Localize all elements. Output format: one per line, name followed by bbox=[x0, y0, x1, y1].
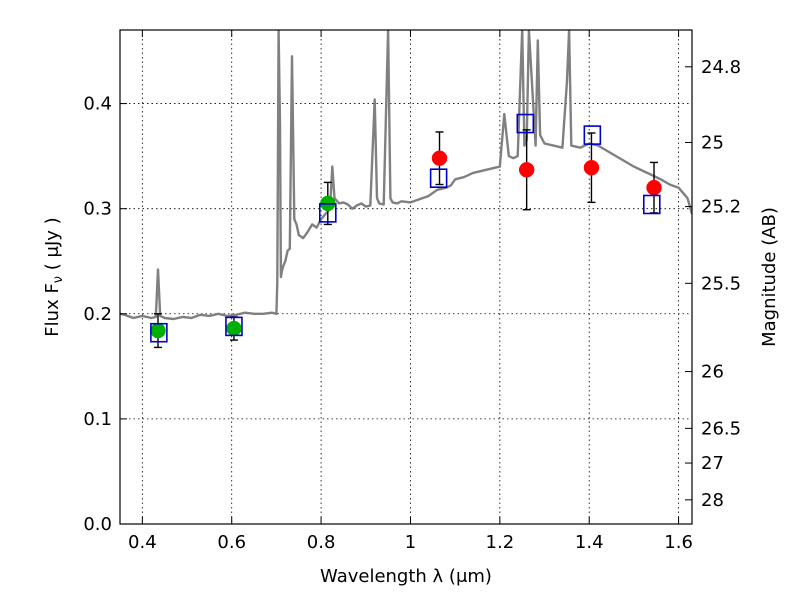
red-data-point bbox=[646, 179, 662, 196]
model-square-marker bbox=[150, 322, 168, 343]
y2-tick-label: 27 bbox=[701, 453, 724, 474]
y2-axis-label: Magnitude (AB) bbox=[759, 207, 780, 347]
y2-tick-label: 24.8 bbox=[701, 57, 741, 78]
plot-frame bbox=[119, 29, 693, 525]
y2-tick-label: 25.5 bbox=[701, 273, 741, 294]
model-square-marker bbox=[642, 194, 661, 215]
x-tick-label: 1 bbox=[405, 532, 416, 553]
y2-tick-label: 26.5 bbox=[701, 418, 741, 439]
x-tick-label: 1.2 bbox=[486, 532, 515, 553]
tick-layer: 0.4 0.6 0.8 1 1.2 1.4 1.6 0.0 0.1 0.2 0.3 0.4 24.8 25… bbox=[83, 30, 741, 553]
grid-lines bbox=[120, 30, 692, 525]
x-tick-label: 0.8 bbox=[307, 532, 336, 553]
x-axis-label: Wavelength λ (μm) bbox=[320, 566, 492, 587]
model-square-marker bbox=[318, 203, 337, 223]
y-axis-label: Flux Fν ( μJy ) bbox=[42, 217, 66, 336]
red-data-point bbox=[583, 159, 600, 176]
model-square-marker bbox=[429, 168, 448, 188]
y2-tick-label: 25 bbox=[701, 132, 724, 153]
model-square-marker bbox=[225, 316, 243, 337]
red-data-point bbox=[518, 162, 535, 178]
spectrum-layer bbox=[120, 30, 692, 321]
y2-tick-label: 28 bbox=[701, 490, 724, 511]
y-tick-label: 0.1 bbox=[83, 409, 112, 430]
y-tick-label: 0.2 bbox=[83, 304, 112, 325]
x-tick-label: 1.4 bbox=[575, 532, 604, 553]
model-square-marker bbox=[583, 125, 602, 145]
y-tick-label: 0.4 bbox=[83, 94, 112, 115]
x-tick-label: 0.4 bbox=[128, 532, 157, 553]
model-square-marker bbox=[516, 113, 535, 134]
spectrum-line bbox=[120, 30, 692, 321]
red-data-point bbox=[431, 150, 448, 166]
points-layer bbox=[150, 113, 662, 343]
y2-tick-label: 25.2 bbox=[701, 197, 741, 218]
y2-tick-label: 26 bbox=[701, 362, 724, 383]
green-data-point bbox=[226, 320, 242, 337]
x-tick-label: 1.6 bbox=[664, 532, 693, 553]
y-tick-label: 0.3 bbox=[83, 199, 112, 220]
x-tick-label: 0.6 bbox=[217, 532, 246, 553]
y-tick-label: 0.0 bbox=[83, 514, 112, 535]
green-data-point bbox=[150, 322, 166, 339]
